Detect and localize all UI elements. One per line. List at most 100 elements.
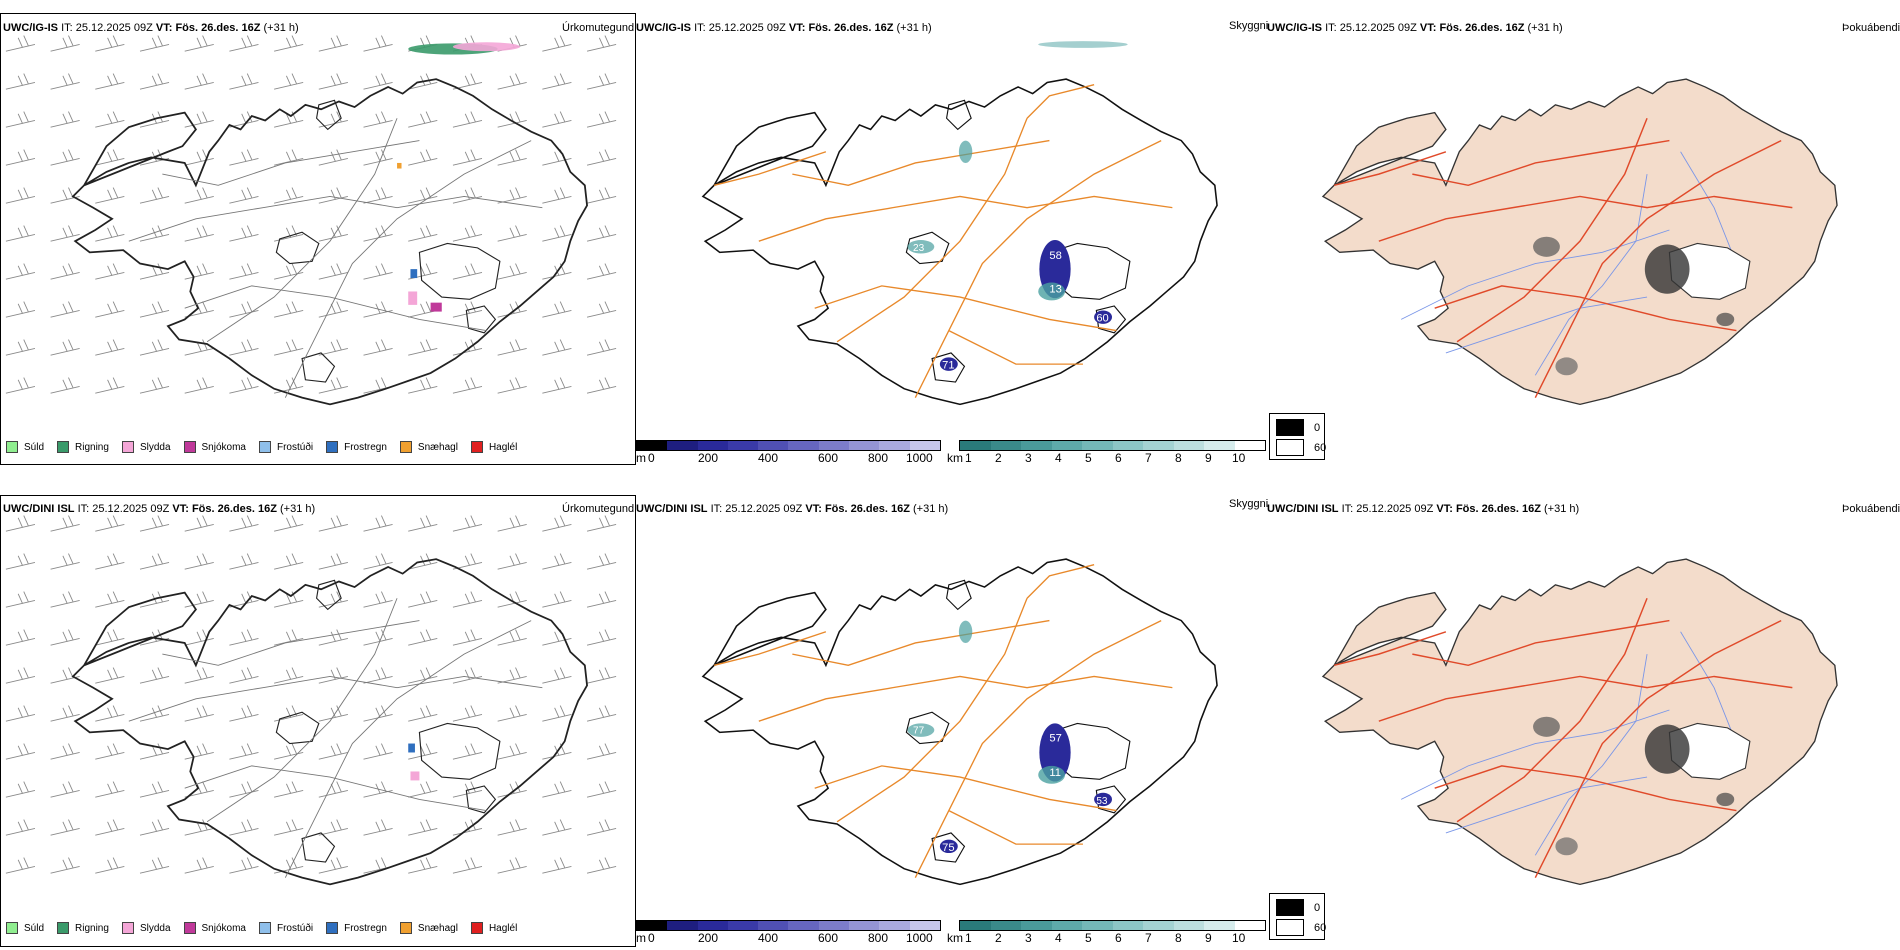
wind-barb (95, 857, 125, 874)
legend-swatch (57, 441, 70, 453)
vis-value-label: 77 (913, 725, 925, 736)
wind-barb (229, 743, 259, 760)
wind-barb (452, 73, 483, 90)
wind-barb (363, 629, 393, 646)
wind-barb (5, 705, 36, 722)
precip-sleet-band (452, 42, 520, 52)
wind-barb (95, 111, 125, 128)
wind-barb (184, 667, 214, 684)
wind-barb (318, 187, 348, 204)
wind-barb (95, 73, 125, 90)
wind-barb (318, 819, 348, 836)
wind-barb (5, 743, 36, 760)
vis-value-label: 75 (942, 842, 954, 854)
vis-reduced-zone-large (1038, 765, 1066, 784)
legend-swatch (326, 441, 339, 453)
wind-barb (50, 515, 80, 532)
precip-sleet-spot (410, 771, 420, 781)
wind-barb (229, 705, 259, 722)
wind-barb (452, 263, 483, 280)
wind-barb (318, 781, 348, 798)
m-tick: 0 (648, 931, 655, 945)
wind-barb (229, 515, 259, 532)
wind-barb (586, 819, 617, 836)
wind-barb (50, 301, 80, 318)
wind-barb (50, 35, 80, 52)
wind-barb (229, 819, 259, 836)
wind-barb (497, 149, 527, 166)
wind-barb (542, 111, 572, 128)
wind-barb (408, 515, 438, 532)
wind-barb (229, 377, 259, 394)
precip-header: UWC/DINI ISL IT: 25.12.2025 09Z VT: Fös.… (3, 503, 316, 515)
fog-dark-zone (1716, 792, 1735, 807)
wind-barb (542, 591, 572, 608)
wind-barb (274, 187, 304, 204)
wind-barb (408, 263, 438, 280)
wind-barb (586, 263, 617, 280)
wind-barb (5, 111, 36, 128)
vis-low-zone-south (939, 839, 958, 854)
wind-barb (363, 73, 393, 90)
wind-barb (452, 301, 483, 318)
wind-barb (50, 111, 80, 128)
wind-barb (542, 377, 572, 394)
wind-barb (408, 377, 438, 394)
wind-barb (363, 591, 393, 608)
wind-barb (542, 35, 572, 52)
wind-barb (139, 781, 170, 798)
wind-barb (95, 377, 125, 394)
wind-barb (50, 377, 80, 394)
wind-barb (542, 515, 572, 532)
legend-swatch (183, 441, 196, 453)
wind-barb (586, 301, 617, 318)
km-tick: 4 (1055, 931, 1062, 945)
km-tick: 5 (1085, 931, 1092, 945)
wind-barb (184, 515, 214, 532)
wind-barb (95, 781, 125, 798)
wind-barb (50, 743, 80, 760)
wind-barb (95, 225, 125, 242)
wind-barb (452, 667, 483, 684)
legend-item-snow-pellets: Snæhagl (399, 922, 458, 934)
fog-dark-zone (1533, 236, 1560, 257)
wind-barb (229, 629, 259, 646)
wind-barb (542, 187, 572, 204)
wind-barb (139, 263, 170, 280)
wind-barb (408, 819, 438, 836)
wind-barb (229, 301, 259, 318)
m-tick: 400 (758, 931, 779, 945)
fog-dark-zone (1555, 357, 1578, 376)
wind-barb (363, 515, 393, 532)
wind-barb (408, 111, 438, 128)
m-tick: 1000 (906, 451, 933, 465)
wind-barb (408, 743, 438, 760)
wind-barb (452, 111, 483, 128)
wind-barb (586, 629, 617, 646)
legend-swatch (258, 922, 271, 934)
precip-ice-pellet-spot (397, 162, 402, 169)
legend-item-snow: Snjókoma (183, 922, 246, 934)
vis-value-label: 60 (1096, 313, 1108, 325)
wind-barb (408, 667, 438, 684)
wind-barb (363, 149, 393, 166)
wind-barb (95, 187, 125, 204)
vis-reduced-zone-north (958, 620, 973, 643)
vis-reduced-zone-offshore (1038, 41, 1128, 48)
wind-barb (274, 743, 304, 760)
vis-reduced-zone-west (907, 723, 935, 737)
visibility-m-colorbar: m 0 200 400 600 800 1000 (636, 440, 941, 468)
km-tick: 6 (1115, 931, 1122, 945)
visibility-map: 57 11 75 77 53 (702, 558, 1218, 886)
vis-value-label: 11 (1049, 767, 1061, 779)
wind-barb (229, 263, 259, 280)
wind-barb (229, 553, 259, 570)
fog-dark-zone (1555, 837, 1578, 856)
wind-barb (95, 629, 125, 646)
wind-barb (452, 705, 483, 722)
legend-item-hail: Haglél (470, 922, 517, 934)
wind-barb (95, 743, 125, 760)
wind-barb (95, 819, 125, 836)
wind-barb (408, 629, 438, 646)
wind-barb (5, 591, 36, 608)
